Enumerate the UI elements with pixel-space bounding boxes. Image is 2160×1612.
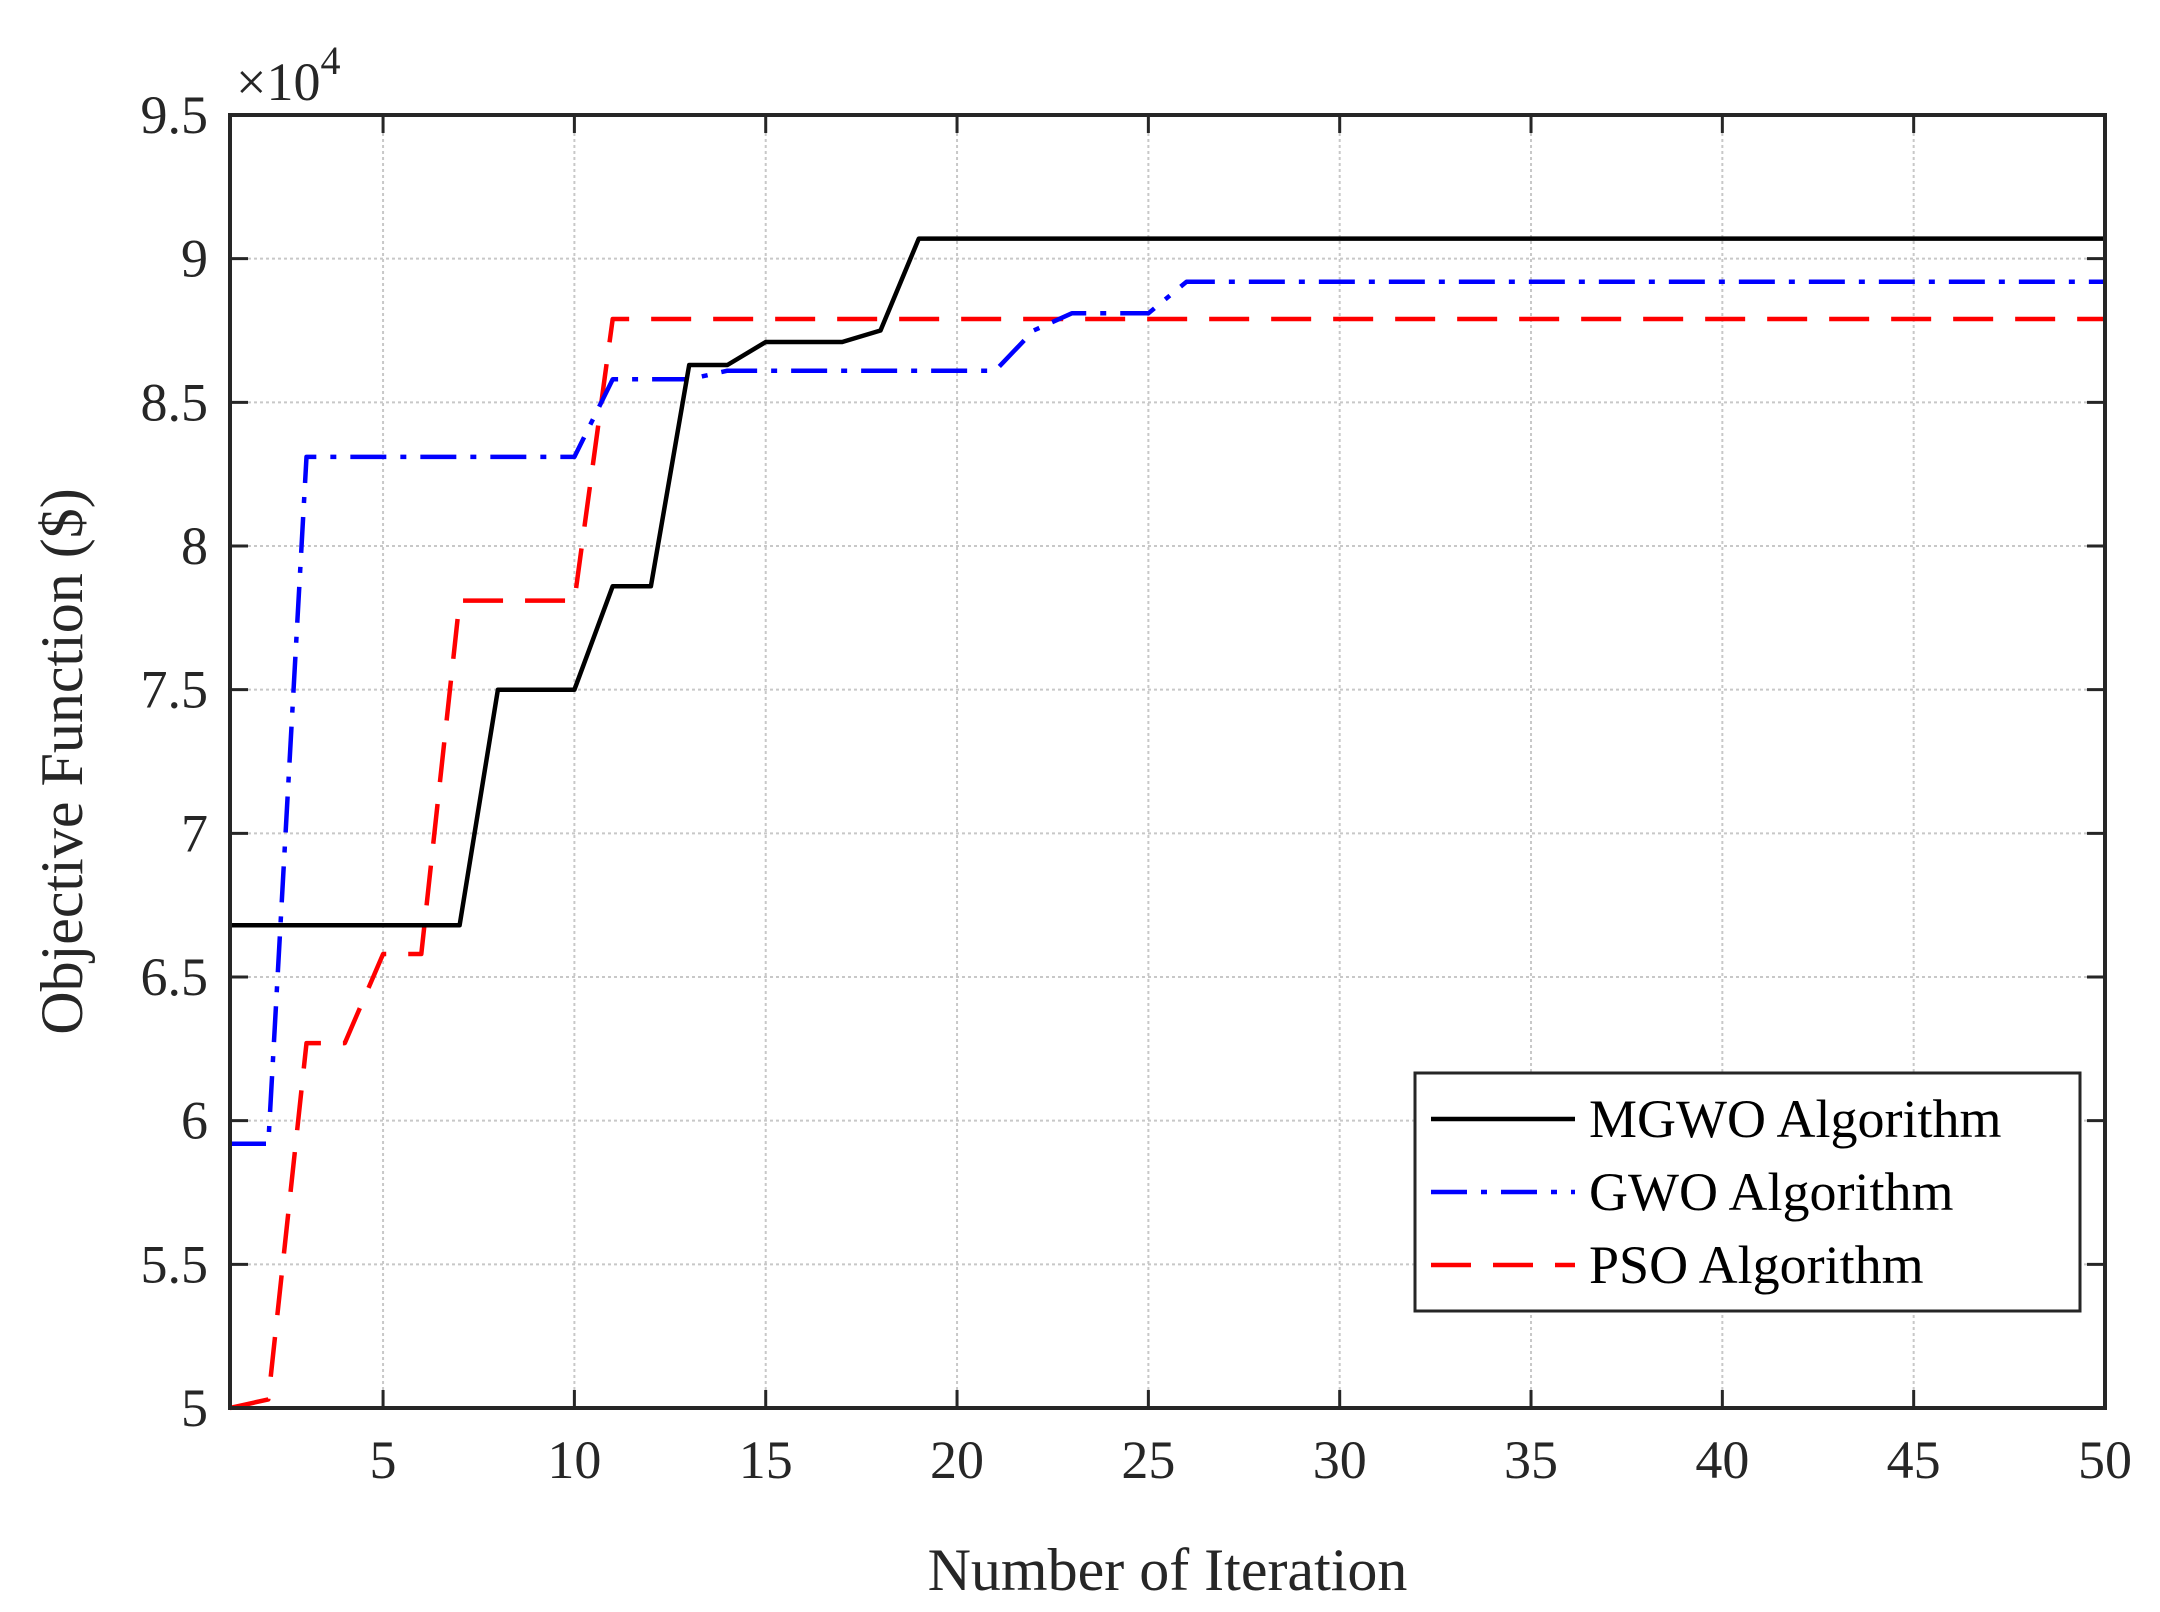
series-line-pso bbox=[229, 316, 2105, 1411]
y-tick-label: 5.5 bbox=[141, 1234, 209, 1294]
y-tick-label: 9 bbox=[181, 229, 208, 289]
y-tick-label: 9.5 bbox=[141, 85, 209, 145]
plot-area-frame bbox=[228, 113, 2107, 1410]
y-exponent-base: ×10 bbox=[236, 52, 320, 112]
y-tick-label: 6 bbox=[181, 1091, 208, 1151]
y-tick-label: 6.5 bbox=[141, 947, 209, 1007]
x-tick-labels: 5 10 15 20 25 30 35 40 45 50 bbox=[370, 1430, 2132, 1490]
x-tick-label: 30 bbox=[1313, 1430, 1367, 1490]
series-layer bbox=[229, 236, 2105, 1411]
x-tick-label: 5 bbox=[370, 1430, 397, 1490]
y-exponent-label: ×104 bbox=[236, 38, 340, 112]
ticks bbox=[230, 113, 2107, 1410]
x-tick-label: 25 bbox=[1121, 1430, 1175, 1490]
x-tick-label: 35 bbox=[1504, 1430, 1558, 1490]
y-exponent-power: 4 bbox=[320, 38, 340, 83]
y-tick-label: 7 bbox=[181, 803, 208, 863]
y-tick-label: 8.5 bbox=[141, 372, 209, 432]
y-tick-labels: 5 5.5 6 6.5 7 7.5 8 8.5 9 9.5 bbox=[141, 85, 209, 1438]
x-tick-label: 40 bbox=[1695, 1430, 1749, 1490]
x-tick-label: 50 bbox=[2078, 1430, 2132, 1490]
x-tick-label: 45 bbox=[1887, 1430, 1941, 1490]
y-tick-label: 5 bbox=[181, 1378, 208, 1438]
legend: MGWO Algorithm GWO Algorithm PSO Algorithm bbox=[1413, 1071, 2082, 1313]
x-tick-label: 15 bbox=[739, 1430, 793, 1490]
x-tick-label: 10 bbox=[547, 1430, 601, 1490]
legend-label: PSO Algorithm bbox=[1589, 1235, 1924, 1295]
y-tick-label: 7.5 bbox=[141, 660, 209, 720]
series-line-mgwo bbox=[230, 236, 2105, 928]
x-axis-label: Number of Iteration bbox=[928, 1537, 1408, 1603]
y-axis-label: Objective Function ($) bbox=[29, 488, 95, 1035]
y-tick-label: 8 bbox=[181, 516, 208, 576]
series-line-gwo bbox=[230, 279, 2105, 1146]
legend-label: GWO Algorithm bbox=[1589, 1162, 1953, 1222]
x-tick-label: 20 bbox=[930, 1430, 984, 1490]
legend-label: MGWO Algorithm bbox=[1589, 1089, 2002, 1149]
